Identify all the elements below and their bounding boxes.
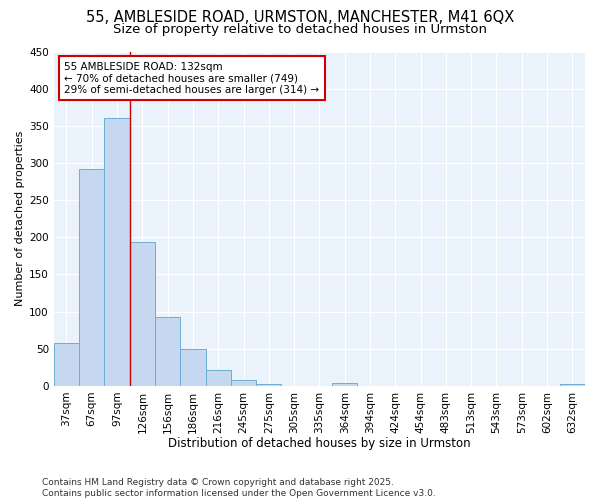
Bar: [206, 370, 231, 386]
Text: 55 AMBLESIDE ROAD: 132sqm
← 70% of detached houses are smaller (749)
29% of semi: 55 AMBLESIDE ROAD: 132sqm ← 70% of detac…: [64, 62, 320, 94]
Y-axis label: Number of detached properties: Number of detached properties: [15, 131, 25, 306]
Bar: [180, 350, 206, 386]
Bar: [130, 242, 155, 386]
X-axis label: Distribution of detached houses by size in Urmston: Distribution of detached houses by size …: [168, 437, 471, 450]
Bar: [79, 169, 104, 386]
Bar: [54, 343, 79, 386]
Bar: [155, 316, 180, 386]
Bar: [332, 383, 358, 386]
Bar: [231, 380, 256, 386]
Text: 55, AMBLESIDE ROAD, URMSTON, MANCHESTER, M41 6QX: 55, AMBLESIDE ROAD, URMSTON, MANCHESTER,…: [86, 10, 514, 25]
Text: Contains HM Land Registry data © Crown copyright and database right 2025.
Contai: Contains HM Land Registry data © Crown c…: [42, 478, 436, 498]
Bar: [560, 384, 585, 386]
Bar: [104, 118, 130, 386]
Bar: [256, 384, 281, 386]
Text: Size of property relative to detached houses in Urmston: Size of property relative to detached ho…: [113, 22, 487, 36]
